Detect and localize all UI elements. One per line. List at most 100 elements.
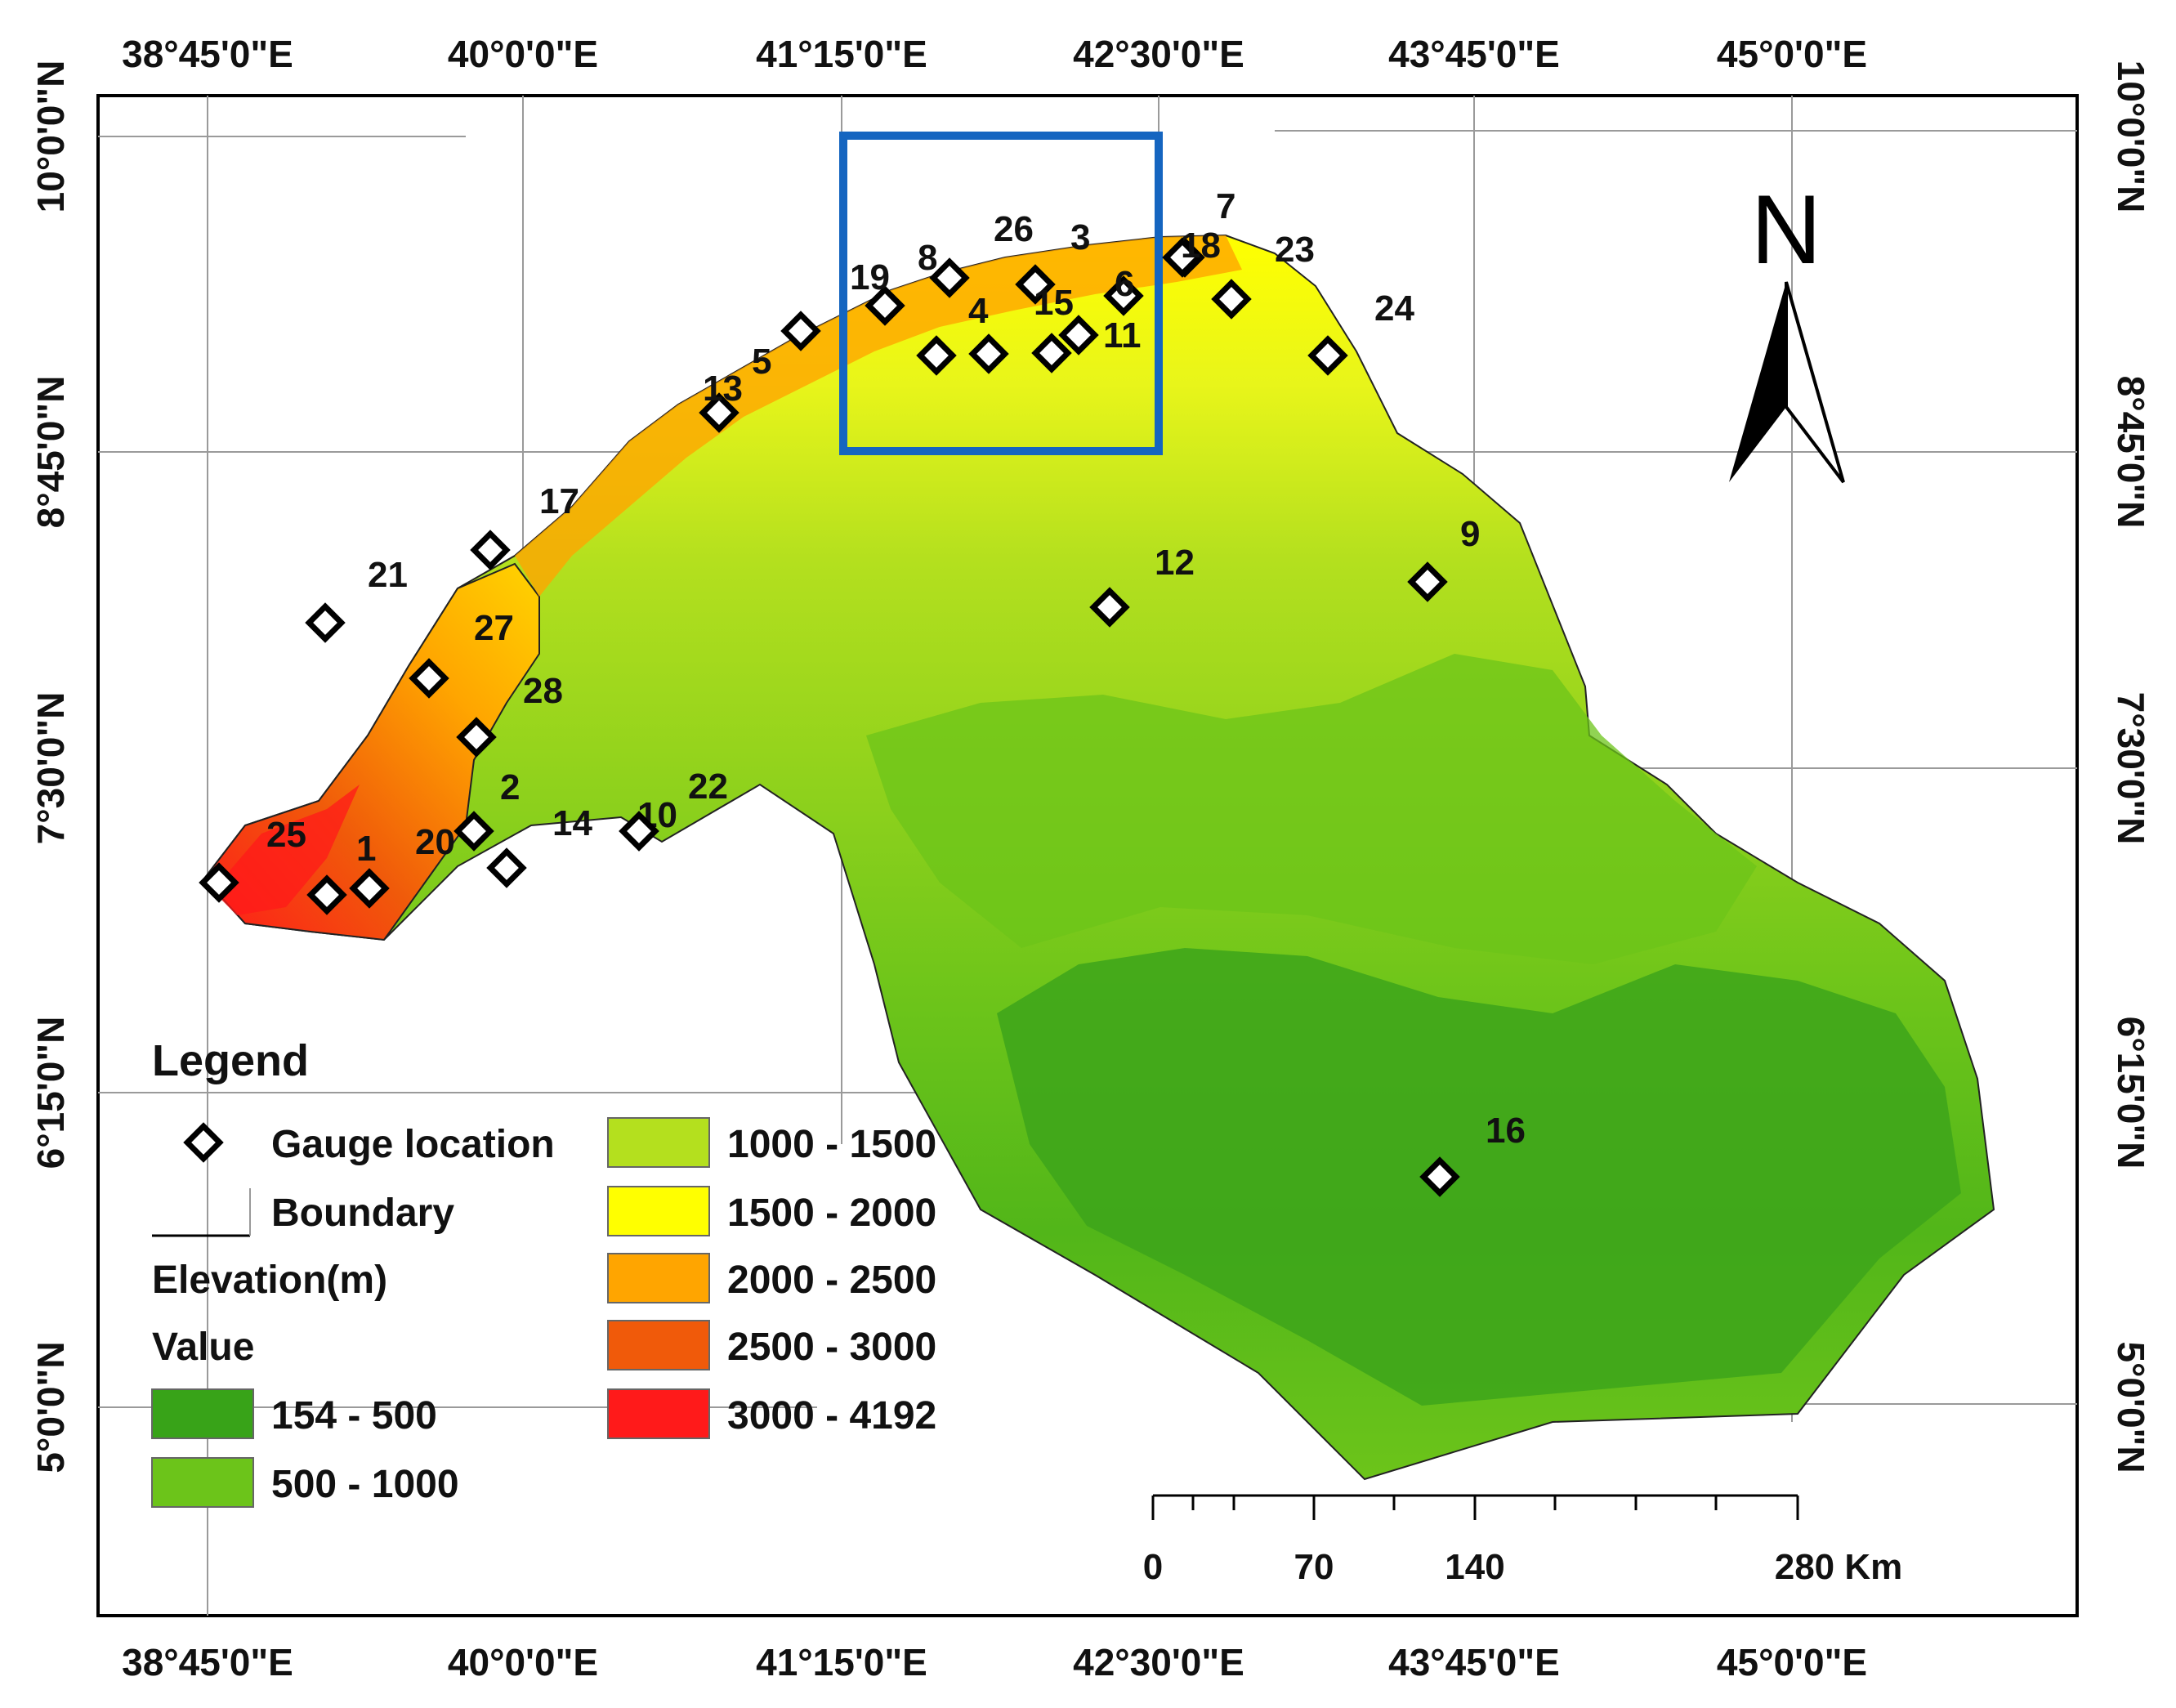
gauge-label-28: 28 <box>523 671 563 711</box>
basin-mid-patch <box>866 654 1757 964</box>
gauge-marker-3 <box>1015 264 1056 305</box>
gauge-legend-icon <box>183 1122 224 1163</box>
gauge-marker-13 <box>699 392 739 433</box>
gauge-markers: 1234567891011121314151617181920212223242… <box>199 186 1526 1197</box>
gauge-label-5: 5 <box>752 342 771 382</box>
gauge-label-1: 1 <box>356 829 376 869</box>
study-area-box <box>839 132 1163 455</box>
legend-title: Legend <box>152 1036 309 1085</box>
coord-top-3: 42°30'0"E <box>1073 33 1244 75</box>
gauge-marker-1 <box>306 874 347 915</box>
gauge-marker-26 <box>968 333 1009 374</box>
scale-label-70: 70 <box>1294 1547 1334 1587</box>
gauge-marker-21 <box>305 602 346 643</box>
north-arrow-letter: N <box>1751 175 1822 284</box>
gauge-marker-28 <box>456 717 497 758</box>
basin-low-patch <box>997 948 1961 1406</box>
gauge-label-16: 16 <box>1486 1111 1526 1151</box>
coord-left-2: 7°30'0"N <box>29 692 72 845</box>
gauge-marker-5 <box>780 311 821 351</box>
gauge-label-21: 21 <box>368 555 408 595</box>
gauge-label-7: 7 <box>1216 186 1235 226</box>
legend-swatch-3 <box>607 1186 710 1236</box>
legend-boundary-label: Boundary <box>271 1192 454 1235</box>
gauge-marker-17 <box>470 530 511 570</box>
gauge-marker-14 <box>486 847 527 888</box>
gauge-marker-18 <box>1162 237 1203 278</box>
gauge-label-20: 20 <box>415 822 455 862</box>
gauge-label-14: 14 <box>552 803 592 843</box>
gauge-label-9: 9 <box>1460 514 1480 554</box>
legend-elevation-title: Elevation(m) <box>152 1259 387 1302</box>
gauge-label-22: 22 <box>688 767 728 807</box>
legend-class-1: 500 - 1000 <box>271 1463 459 1506</box>
coord-right-3: 6°15'0"N <box>2110 1017 2152 1169</box>
basin-highland-ridge <box>212 785 360 915</box>
coord-left-0: 10°0'0"N <box>29 60 72 213</box>
coord-right-1: 8°45'0"N <box>2110 376 2152 529</box>
scale-bar <box>1151 1494 1799 1520</box>
coord-left-3: 6°15'0"N <box>29 1017 72 1169</box>
gauge-label-17: 17 <box>539 481 579 521</box>
scale-labels: 0 70 140 280 Km <box>1143 1547 1903 1587</box>
gauge-label-12: 12 <box>1155 543 1195 583</box>
gauge-label-11: 11 <box>1103 315 1142 355</box>
gauge-marker-8 <box>929 257 970 298</box>
gauge-label-24: 24 <box>1374 288 1414 329</box>
legend-class-3: 1500 - 2000 <box>727 1192 936 1235</box>
gauge-marker-27 <box>409 658 449 699</box>
legend-class-6: 3000 - 4192 <box>727 1394 936 1437</box>
coord-bottom-5: 45°0'0"E <box>1717 1641 1867 1683</box>
gauge-marker-11 <box>1058 315 1099 355</box>
gauge-label-18: 18 <box>1181 226 1221 266</box>
gauge-marker-6 <box>1103 275 1144 316</box>
gauge-label-2: 2 <box>500 767 520 807</box>
coordinate-labels: 38°45'0"E 40°0'0"E 41°15'0"E 42°30'0"E 4… <box>29 33 2152 1683</box>
north-arrow: N <box>1729 175 1845 484</box>
legend-class-2: 1000 - 1500 <box>727 1123 936 1166</box>
gauge-label-23: 23 <box>1275 230 1315 270</box>
legend-class-5: 2500 - 3000 <box>727 1326 936 1369</box>
coord-right-2: 7°30'0"N <box>2110 692 2152 845</box>
gauge-label-25: 25 <box>266 815 306 855</box>
coord-top-0: 38°45'0"E <box>122 33 293 75</box>
gauge-label-19: 19 <box>850 257 890 297</box>
legend-swatch-1 <box>151 1457 254 1508</box>
gauge-label-6: 6 <box>1115 264 1134 304</box>
gauge-label-15: 15 <box>1034 283 1074 323</box>
coord-bottom-3: 42°30'0"E <box>1073 1641 1244 1683</box>
gauge-label-4: 4 <box>968 291 989 331</box>
gauge-marker-9 <box>1407 561 1448 602</box>
legend-gauge-label: Gauge location <box>271 1123 555 1166</box>
legend-value-title: Value <box>152 1326 254 1369</box>
gauge-label-3: 3 <box>1070 217 1090 257</box>
gauge-marker-4 <box>916 335 957 376</box>
coord-top-4: 43°45'0"E <box>1388 33 1560 75</box>
legend-class-4: 2000 - 2500 <box>727 1259 936 1302</box>
legend-swatch-4 <box>607 1253 710 1303</box>
coord-top-1: 40°0'0"E <box>448 33 598 75</box>
coord-left-4: 5°0'0"N <box>29 1341 72 1473</box>
coord-right-4: 5°0'0"N <box>2110 1341 2152 1473</box>
gauge-marker-25 <box>199 862 239 903</box>
gauge-label-27: 27 <box>474 608 514 648</box>
gauge-marker-2 <box>454 811 494 852</box>
gauge-marker-24 <box>1307 335 1348 376</box>
scale-label-0: 0 <box>1143 1547 1163 1587</box>
legend-swatch-5 <box>607 1320 710 1370</box>
legend-swatch-6 <box>607 1388 710 1439</box>
gauge-marker-15 <box>1031 333 1072 373</box>
coord-right-0: 10°0'0"N <box>2110 60 2152 213</box>
coord-top-2: 41°15'0"E <box>756 33 927 75</box>
coord-bottom-0: 38°45'0"E <box>122 1641 293 1683</box>
gauge-marker-19 <box>865 285 905 326</box>
scale-label-140: 140 <box>1445 1547 1504 1587</box>
scale-label-280: 280 Km <box>1775 1547 1903 1587</box>
gauge-label-8: 8 <box>918 238 937 278</box>
gauge-marker-12 <box>1089 587 1130 628</box>
coord-bottom-4: 43°45'0"E <box>1388 1641 1560 1683</box>
legend-swatch-0 <box>151 1388 254 1439</box>
legend: Legend Gauge location Boundary Elevation… <box>151 1036 936 1508</box>
